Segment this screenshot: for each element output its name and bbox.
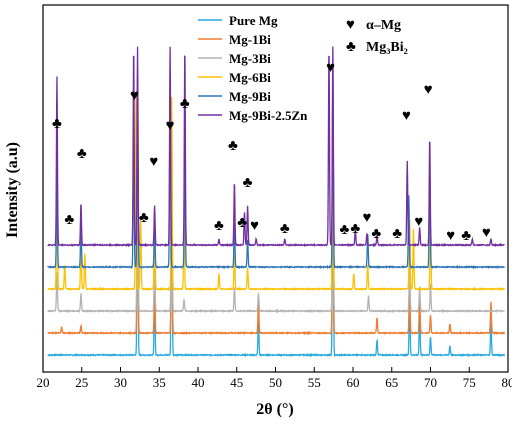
alpha-mg-peak-marker: ♥ xyxy=(326,60,335,76)
x-tick-label: 60 xyxy=(347,375,360,390)
series-line-mg-9bi-2-5zn xyxy=(47,46,505,248)
alpha-mg-peak-marker: ♥ xyxy=(402,108,411,124)
series-line-mg-1bi xyxy=(47,134,506,336)
legend: Pure Mg Mg-1Bi Mg-3Bi Mg-6Bi Mg-9Bi Mg-9Bi-2.… xyxy=(198,13,408,123)
alpha-mg-peak-marker: ♥ xyxy=(446,228,455,244)
x-tick-label: 25 xyxy=(75,375,88,390)
alpha-mg-peak-marker: ♥ xyxy=(130,88,139,104)
legend-label: Mg-3Bi xyxy=(229,51,271,66)
y-axis-title: Intensity (a.u) xyxy=(4,142,21,238)
series-line-mg-3bi xyxy=(47,112,505,314)
legend-label: Pure Mg xyxy=(229,13,278,28)
mg3bi2-peak-marker: ♣ xyxy=(461,228,471,244)
legend-series: Pure Mg Mg-1Bi Mg-3Bi Mg-6Bi Mg-9Bi Mg-9Bi-2.… xyxy=(198,13,308,123)
alpha-mg-peak-marker: ♥ xyxy=(424,82,433,98)
mg3bi2-peak-marker: ♣ xyxy=(180,96,190,112)
heart-icon: ♥ xyxy=(346,17,355,33)
alpha-mg-peak-marker: ♥ xyxy=(149,154,158,170)
mg3bi2-peak-marker: ♣ xyxy=(214,218,224,234)
legend-label: Mg-6Bi xyxy=(229,70,271,85)
legend-label: Mg-1Bi xyxy=(229,32,271,47)
x-tick-label: 35 xyxy=(153,375,166,390)
x-tick-label: 70 xyxy=(424,375,437,390)
x-tick-label: 75 xyxy=(463,375,476,390)
mg3bi2-peak-marker: ♣ xyxy=(350,221,360,237)
mg3bi2-peak-marker: ♣ xyxy=(392,226,402,242)
mg3bi2-peak-marker: ♣ xyxy=(64,212,74,228)
mg3bi2-peak-marker: ♣ xyxy=(280,221,290,237)
mg3bi2-peak-marker: ♣ xyxy=(243,175,253,191)
plot-frame xyxy=(42,4,509,373)
x-tick-label: 55 xyxy=(308,375,321,390)
x-tick-label: 40 xyxy=(192,375,205,390)
legend-label: Mg-9Bi xyxy=(229,89,271,104)
x-tick-label: 65 xyxy=(385,375,398,390)
alpha-mg-peak-marker: ♥ xyxy=(250,218,259,234)
x-axis-title: 2θ (°) xyxy=(256,401,293,418)
legend-phase-mg3bi2: ♣ Mg₃Bi₂ xyxy=(346,39,408,55)
legend-label: Mg-9Bi-2.5Zn xyxy=(229,108,308,123)
club-icon: ♣ xyxy=(346,39,356,55)
peak-marker-layer: ♣♣♣♥♣♥♥♣♣♣♣♣♥ ♣♥♣ ♣♥♣ ♣♥♥♥♥ ♣ ♥ xyxy=(52,60,491,244)
alpha-mg-peak-marker: ♥ xyxy=(414,214,423,230)
x-tick-label: 30 xyxy=(114,375,127,390)
alpha-mg-peak-marker: ♥ xyxy=(482,225,491,241)
mg3bi2-peak-marker: ♣ xyxy=(139,210,149,226)
x-tick-label: 45 xyxy=(230,375,243,390)
x-axis-ticks: 20 25 30 35 40 45 50 55 60 65 70 75 80 xyxy=(37,367,512,390)
alpha-mg-peak-marker: ♥ xyxy=(166,118,175,134)
series-line-mg-9bi xyxy=(47,75,505,270)
x-tick-label: 20 xyxy=(37,375,50,390)
series-line-pure-mg xyxy=(47,156,506,358)
x-tick-label: 50 xyxy=(269,375,282,390)
mg3bi2-peak-marker: ♣ xyxy=(77,146,87,162)
legend-phase-alpha-mg: ♥ α–Mg xyxy=(346,17,401,33)
mg3bi2-peak-marker: ♣ xyxy=(228,138,238,154)
mg3bi2-peak-marker: ♣ xyxy=(52,116,62,132)
mg3bi2-peak-marker: ♣ xyxy=(237,215,247,231)
legend-phase-label: Mg₃Bi₂ xyxy=(366,40,408,55)
mg3bi2-peak-marker: ♣ xyxy=(371,226,381,242)
mg3bi2-peak-marker: ♣ xyxy=(340,222,350,238)
series-layer xyxy=(47,46,506,358)
alpha-mg-peak-marker: ♥ xyxy=(362,210,371,226)
series-line-mg-6bi xyxy=(47,90,506,292)
legend-phase-label: α–Mg xyxy=(366,18,401,33)
x-tick-label: 80 xyxy=(502,375,512,390)
